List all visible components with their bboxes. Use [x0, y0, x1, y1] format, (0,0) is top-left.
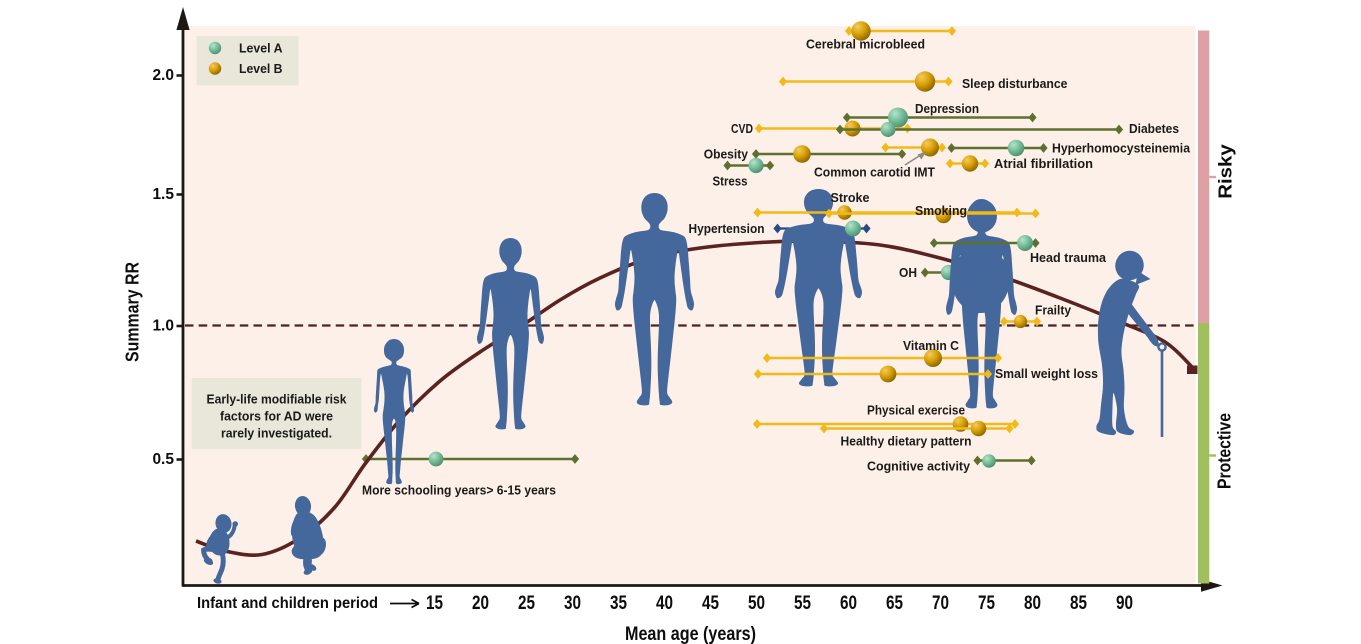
svg-text:90: 90 — [1116, 593, 1133, 614]
svg-text:1.5: 1.5 — [152, 186, 174, 203]
svg-text:Stress: Stress — [713, 174, 748, 189]
svg-text:Diabetes: Diabetes — [1129, 121, 1179, 136]
svg-text:0.5: 0.5 — [152, 451, 174, 468]
svg-text:Risky: Risky — [1216, 144, 1236, 199]
svg-text:More schooling years> 6-15 yea: More schooling years> 6-15 years — [362, 483, 556, 498]
svg-text:Cerebral microbleed: Cerebral microbleed — [806, 37, 925, 52]
svg-text:70: 70 — [932, 593, 949, 614]
svg-text:Sleep disturbance: Sleep disturbance — [962, 76, 1068, 91]
svg-text:Hyperhomocysteinemia: Hyperhomocysteinemia — [1052, 141, 1191, 156]
svg-text:Frailty: Frailty — [1035, 303, 1072, 318]
svg-text:25: 25 — [518, 593, 535, 614]
svg-text:Physical exercise: Physical exercise — [867, 403, 965, 418]
svg-text:Vitamin C: Vitamin C — [903, 338, 959, 353]
svg-text:80: 80 — [1024, 593, 1041, 614]
svg-text:75: 75 — [978, 593, 995, 614]
svg-text:50: 50 — [748, 593, 765, 614]
svg-text:65: 65 — [886, 593, 903, 614]
svg-text:Depression: Depression — [915, 101, 979, 116]
svg-text:45: 45 — [702, 593, 719, 614]
svg-text:40: 40 — [656, 593, 673, 614]
svg-text:15: 15 — [426, 593, 443, 614]
svg-text:Smoking: Smoking — [915, 203, 967, 218]
svg-text:OH: OH — [899, 265, 917, 280]
svg-text:1.0: 1.0 — [152, 318, 174, 335]
svg-text:Level B: Level B — [239, 62, 283, 76]
svg-text:85: 85 — [1070, 593, 1087, 614]
svg-text:Small weight loss: Small weight loss — [995, 366, 1098, 381]
svg-text:Head trauma: Head trauma — [1030, 250, 1107, 265]
svg-text:rarely investigated.: rarely investigated. — [221, 426, 332, 441]
svg-text:Mean age (years): Mean age (years) — [625, 624, 756, 644]
svg-text:Hypertension: Hypertension — [689, 221, 765, 236]
svg-text:Common carotid IMT: Common carotid IMT — [814, 165, 935, 180]
svg-text:Obesity: Obesity — [704, 147, 749, 162]
svg-text:Cognitive activity: Cognitive activity — [867, 459, 971, 474]
svg-text:factors for AD were: factors for AD were — [220, 409, 333, 424]
svg-text:Summary RR: Summary RR — [122, 262, 143, 362]
svg-text:Atrial fibrillation: Atrial fibrillation — [994, 156, 1093, 171]
svg-text:60: 60 — [840, 593, 857, 614]
svg-text:Early-life modifiable risk: Early-life modifiable risk — [207, 392, 348, 407]
svg-text:Protective: Protective — [1215, 413, 1235, 489]
svg-text:35: 35 — [610, 593, 627, 614]
svg-text:30: 30 — [564, 593, 581, 614]
svg-text:Healthy dietary pattern: Healthy dietary pattern — [841, 434, 972, 449]
svg-text:Stroke: Stroke — [831, 190, 870, 205]
svg-text:Infant and children period: Infant and children period — [197, 595, 378, 612]
svg-text:2.0: 2.0 — [152, 67, 174, 84]
svg-text:20: 20 — [472, 593, 489, 614]
svg-text:55: 55 — [794, 593, 811, 614]
svg-text:CVD: CVD — [731, 121, 753, 136]
svg-text:Level A: Level A — [239, 42, 283, 56]
